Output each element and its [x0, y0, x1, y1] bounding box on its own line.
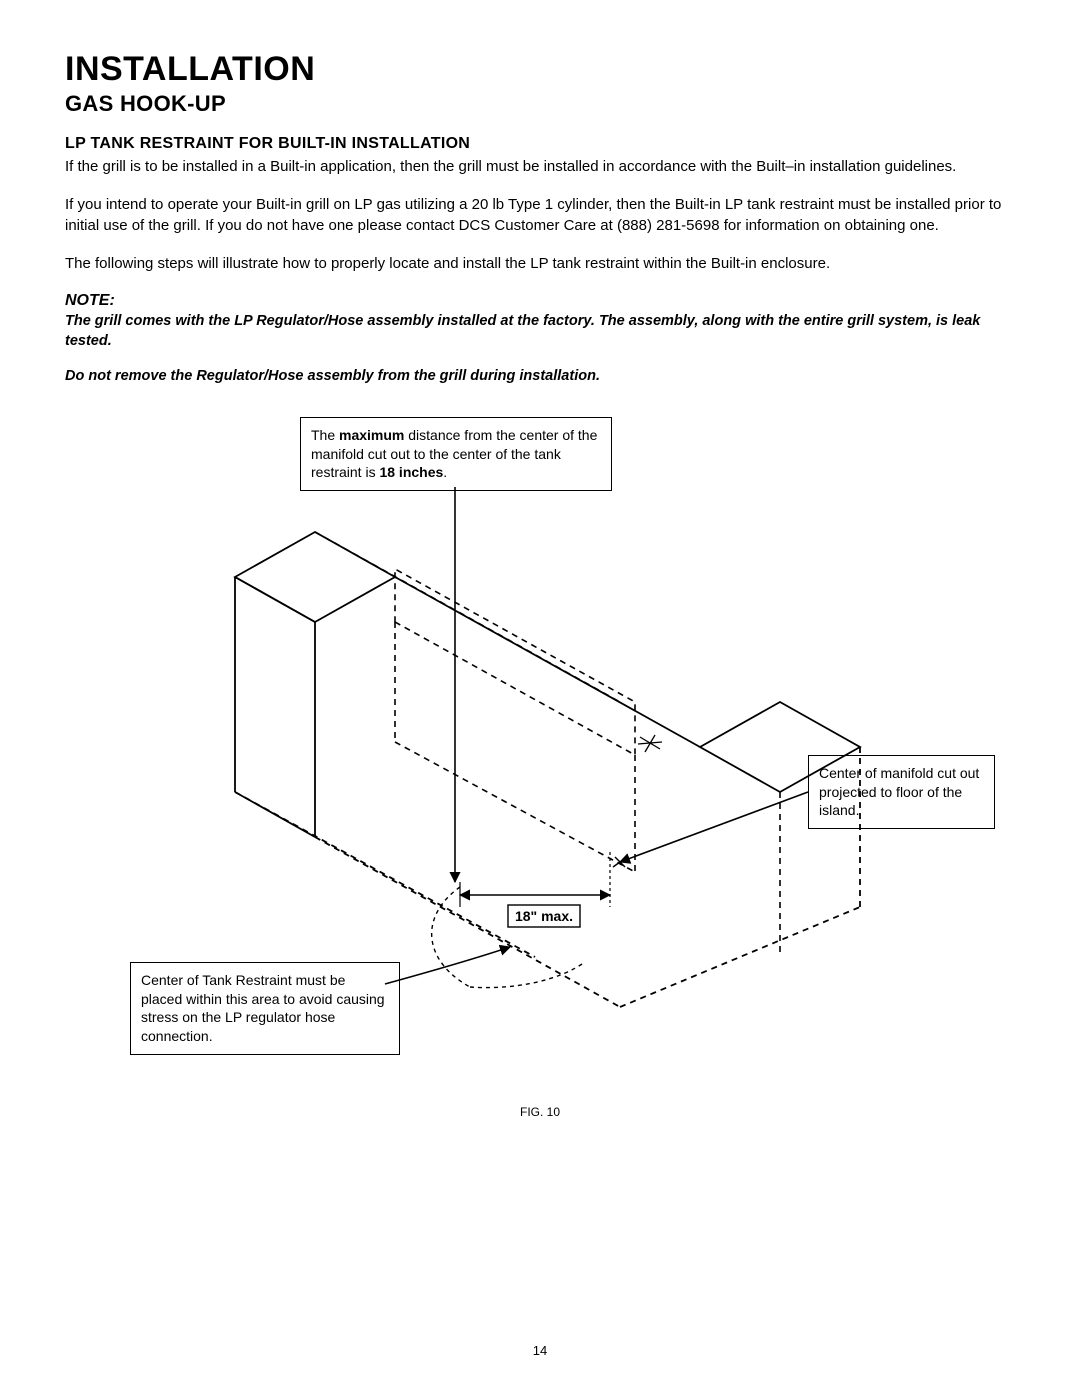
dimension-label: 18" max. [515, 908, 573, 924]
figure-caption: FIG. 10 [65, 1105, 1015, 1119]
callout-top-bold-1: maximum [339, 427, 404, 443]
note-text-2: Do not remove the Regulator/Hose assembl… [65, 367, 1015, 387]
callout-top-text-pre: The [311, 427, 339, 443]
page-subtitle: GAS HOOK-UP [65, 91, 1015, 117]
note-label: NOTE: [65, 292, 1015, 310]
page-title: INSTALLATION [65, 50, 1015, 89]
page-number: 14 [0, 1343, 1080, 1358]
isometric-diagram-svg: 18" max. [65, 457, 1015, 1097]
paragraph-1: If the grill is to be installed in a Bui… [65, 157, 1015, 177]
paragraph-3: The following steps will illustrate how … [65, 254, 1015, 274]
paragraph-2: If you intend to operate your Built-in g… [65, 195, 1015, 236]
note-text-1: The grill comes with the LP Regulator/Ho… [65, 312, 1015, 351]
section-heading: LP TANK RESTRAINT FOR BUILT-IN INSTALLAT… [65, 135, 1015, 153]
diagram-figure: The maximum distance from the center of … [65, 417, 1015, 1097]
